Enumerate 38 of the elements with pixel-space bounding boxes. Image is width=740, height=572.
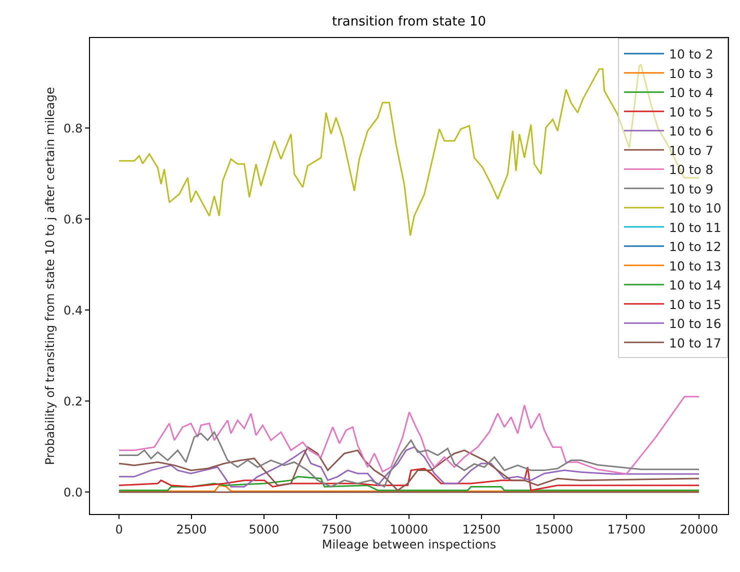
legend-label: 10 to 14 bbox=[669, 278, 722, 292]
legend-label: 10 to 5 bbox=[669, 104, 714, 120]
legend-label: 10 to 11 bbox=[669, 220, 722, 235]
x-tick-label: 17500 bbox=[607, 522, 646, 536]
y-tick-label: 0.2 bbox=[64, 394, 83, 408]
line-series bbox=[118, 431, 700, 488]
y-tick-label: 0.8 bbox=[64, 121, 83, 136]
y-axis-title: Probability of transiting from state 10 to j after certain mileage bbox=[42, 87, 57, 465]
x-tick-label: 2500 bbox=[176, 522, 207, 536]
legend-label: 10 to 9 bbox=[669, 181, 714, 196]
legend-label: 10 to 8 bbox=[669, 162, 714, 177]
legend-label: 10 to 13 bbox=[669, 258, 722, 274]
x-tick-label: 20000 bbox=[680, 522, 718, 536]
legend-label: 10 to 17 bbox=[669, 335, 722, 350]
legend-label: 10 to 12 bbox=[669, 239, 722, 254]
legend-label: 10 to 3 bbox=[669, 66, 714, 81]
y-tick-label: 0.0 bbox=[64, 485, 83, 500]
legend-label: 10 to 15 bbox=[669, 296, 722, 312]
legend-label: 10 to 4 bbox=[669, 85, 714, 100]
chart-title: transition from state 10 bbox=[332, 14, 486, 30]
line-series bbox=[118, 396, 700, 475]
x-tick-label: 7500 bbox=[321, 522, 352, 536]
x-tick-label: 12500 bbox=[462, 522, 501, 536]
y-tick-label: 0.6 bbox=[64, 212, 83, 226]
legend-label: 10 to 6 bbox=[669, 124, 714, 138]
legend-label: 10 to 10 bbox=[669, 200, 722, 216]
line-series bbox=[118, 476, 700, 492]
legend-label: 10 to 2 bbox=[669, 46, 714, 62]
x-tick-label: 10000 bbox=[390, 522, 428, 536]
x-tick-label: 15000 bbox=[534, 522, 574, 536]
legend-label: 10 to 7 bbox=[669, 142, 714, 158]
line-series bbox=[118, 466, 700, 492]
x-tick-label: 0 bbox=[115, 522, 123, 536]
line-series bbox=[118, 64, 700, 236]
y-tick-label: 0.4 bbox=[64, 303, 83, 318]
legend-label: 10 to 16 bbox=[669, 316, 722, 331]
x-axis-title: Mileage between inspections bbox=[322, 537, 496, 552]
x-tick-label: 5000 bbox=[248, 522, 280, 536]
